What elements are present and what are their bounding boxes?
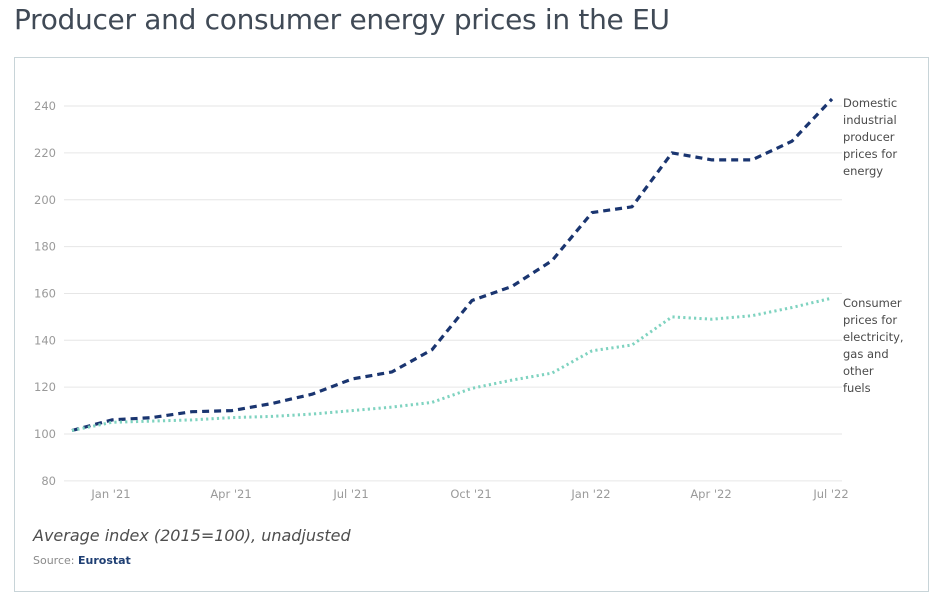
consumer-point-Jan-21 bbox=[111, 421, 114, 424]
x-tick-label: Apr '21 bbox=[210, 487, 251, 501]
x-tick-label: Apr '22 bbox=[690, 487, 731, 501]
consumer-point-Aug-21 bbox=[391, 406, 394, 409]
chart-caption: Average index (2015=100), unadjusted bbox=[33, 526, 351, 545]
producer-series-label: Domestic industrial producer prices for ener… bbox=[843, 96, 897, 178]
producer-point-Mar-21 bbox=[191, 410, 194, 413]
series bbox=[71, 97, 834, 433]
y-tick-label: 120 bbox=[34, 380, 56, 394]
producer-point-Aug-21 bbox=[391, 370, 394, 373]
consumer-point-May-22 bbox=[751, 314, 754, 317]
y-tick-label: 220 bbox=[34, 146, 56, 160]
x-tick-label: Jan '22 bbox=[570, 487, 610, 501]
x-tick-label: Jul '21 bbox=[332, 487, 368, 501]
consumer-point-Nov-21 bbox=[511, 379, 514, 382]
producer-point-Jul-21 bbox=[351, 377, 354, 380]
consumer-point-May-21 bbox=[271, 415, 274, 418]
y-tick-label: 160 bbox=[34, 286, 56, 300]
consumer-point-Jul-22 bbox=[831, 297, 834, 300]
y-axis-ticks: 80 100 120 140 160 180 200 220 240 bbox=[34, 99, 56, 488]
producer-point-Apr-22 bbox=[711, 158, 714, 161]
consumer-point-Jan-22 bbox=[591, 349, 594, 352]
producer-prices-line bbox=[71, 97, 834, 433]
consumer-point-Mar-21 bbox=[191, 418, 194, 421]
consumer-point-Mar-22 bbox=[671, 315, 674, 318]
consumer-point-Dec-21 bbox=[551, 372, 554, 375]
producer-point-Mar-22 bbox=[671, 151, 674, 154]
y-tick-label: 140 bbox=[34, 333, 56, 347]
series-label-line: prices for bbox=[843, 147, 897, 161]
producer-point-May-21 bbox=[271, 402, 274, 405]
producer-point-Jul-22 bbox=[831, 98, 834, 101]
y-tick-label: 240 bbox=[34, 99, 56, 113]
series-label-line: other bbox=[843, 364, 874, 378]
producer-point-Nov-21 bbox=[511, 285, 514, 288]
consumer-prices-line bbox=[71, 296, 833, 432]
source-link-eurostat[interactable]: Eurostat bbox=[78, 554, 131, 567]
x-axis-ticks: Jan '21 Apr '21 Jul '21 Oct '21 Jan '22 Apr '… bbox=[90, 487, 848, 501]
consumer-point-Sep-21 bbox=[431, 401, 434, 404]
consumer-point-Dec-20 bbox=[71, 429, 74, 432]
x-tick-label: Jan '21 bbox=[90, 487, 130, 501]
consumer-point-Jun-21 bbox=[311, 413, 314, 416]
consumer-series-label: Consumer prices for electricity, gas and oth… bbox=[843, 296, 904, 395]
producer-point-Jun-22 bbox=[791, 140, 794, 143]
consumer-point-Feb-21 bbox=[151, 420, 154, 423]
consumer-point-Apr-21 bbox=[231, 416, 234, 419]
producer-point-Jun-21 bbox=[311, 393, 314, 396]
consumer-point-Feb-22 bbox=[631, 343, 634, 346]
consumer-point-Apr-22 bbox=[711, 318, 714, 321]
source-line: Source: Eurostat bbox=[33, 554, 131, 567]
series-label-line: Consumer bbox=[843, 296, 902, 310]
y-tick-label: 80 bbox=[41, 474, 56, 488]
y-tick-label: 180 bbox=[34, 240, 56, 254]
chart-frame bbox=[14, 57, 929, 592]
series-label-line: industrial bbox=[843, 113, 897, 127]
page-title: Producer and consumer energy prices in t… bbox=[14, 3, 670, 36]
producer-point-May-22 bbox=[751, 158, 754, 161]
series-label-line: fuels bbox=[843, 381, 871, 395]
series-label-line: Domestic bbox=[843, 96, 897, 110]
consumer-point-Jun-22 bbox=[791, 306, 794, 309]
series-label-line: electricity, bbox=[843, 330, 904, 344]
consumer-point-Oct-21 bbox=[471, 387, 474, 390]
series-label-line: gas and bbox=[843, 347, 889, 361]
producer-point-Jan-22 bbox=[591, 211, 594, 214]
producer-point-Feb-21 bbox=[151, 416, 154, 419]
gridlines bbox=[64, 105, 842, 482]
x-tick-label: Oct '21 bbox=[450, 487, 491, 501]
producer-point-Apr-21 bbox=[231, 409, 234, 412]
producer-point-Oct-21 bbox=[471, 299, 474, 302]
series-label-line: energy bbox=[843, 164, 883, 178]
y-tick-label: 200 bbox=[34, 193, 56, 207]
consumer-point-Jul-21 bbox=[351, 409, 354, 412]
producer-point-Feb-22 bbox=[631, 205, 634, 208]
x-tick-label: Jul '22 bbox=[812, 487, 848, 501]
y-tick-label: 100 bbox=[34, 427, 56, 441]
series-label-line: prices for bbox=[843, 313, 897, 327]
series-label-line: producer bbox=[843, 130, 895, 144]
producer-point-Dec-21 bbox=[551, 259, 554, 262]
series-labels: Domestic industrial producer prices for ener… bbox=[843, 96, 904, 395]
producer-point-Sep-21 bbox=[431, 348, 434, 351]
source-label: Source: bbox=[33, 554, 75, 567]
